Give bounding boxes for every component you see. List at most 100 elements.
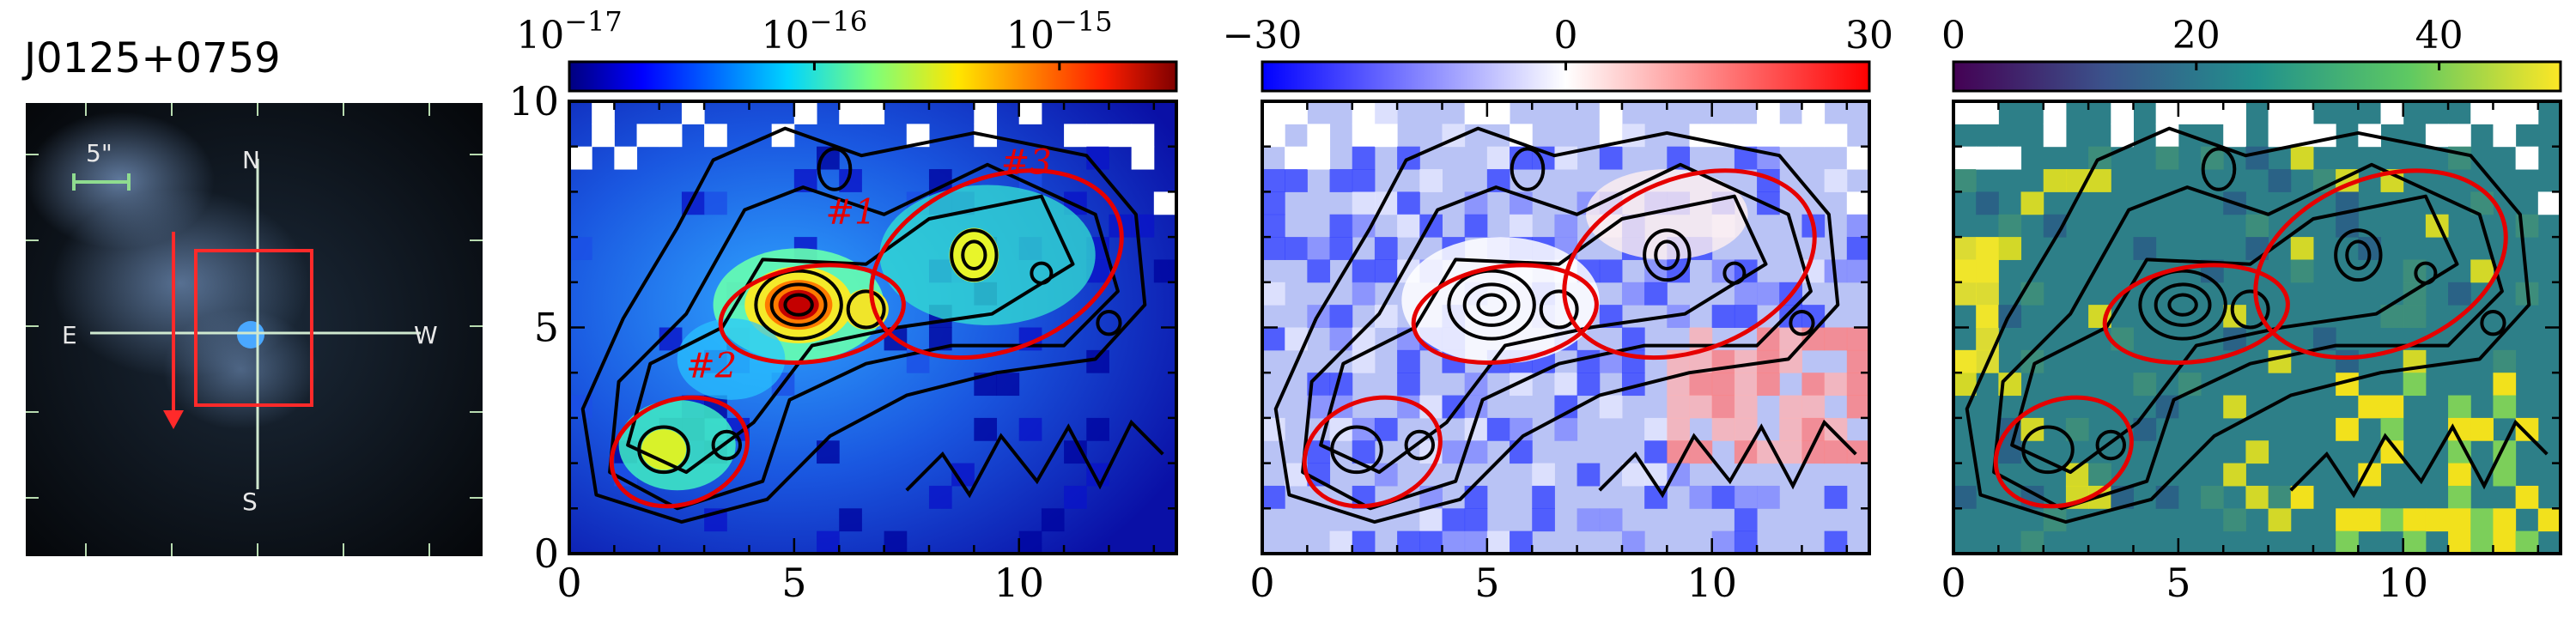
contour-peak <box>2167 293 2198 317</box>
map-pixel <box>1352 146 1376 170</box>
map-pixel <box>1998 440 2022 464</box>
map-pixel <box>1711 417 1735 441</box>
map-pixel <box>2403 373 2427 397</box>
aperture-ellipse <box>1562 168 1817 360</box>
map-pixel <box>1374 237 1398 260</box>
map-pixel <box>1262 282 1285 306</box>
map-pixel <box>1846 327 1870 351</box>
map-pixel <box>1532 463 1555 487</box>
map-pixel <box>2537 191 2561 215</box>
map-pixel <box>2403 305 2427 328</box>
map-pixel <box>1953 101 1977 124</box>
aperture-ellipse <box>2102 263 2290 365</box>
map-pixel <box>2178 101 2202 124</box>
map-pixel <box>2515 101 2539 124</box>
contour-peak <box>2230 289 2270 330</box>
map-pixel <box>1757 101 1780 124</box>
aperture-ellipse <box>1302 395 1443 509</box>
map-pixel <box>1711 395 1735 419</box>
map-pixel <box>1486 101 1510 124</box>
map-pixel <box>771 124 795 148</box>
map-pixel <box>1824 417 1848 441</box>
map-pixel <box>2403 530 2427 554</box>
map-pixel <box>1644 440 1668 464</box>
emission-blob <box>949 227 999 282</box>
scale-bar-label: 5" <box>86 139 112 167</box>
map-pixel <box>1953 282 1977 306</box>
map-pixel <box>1953 485 1977 509</box>
map-pixel <box>1621 124 1645 148</box>
map-pixel <box>2290 259 2314 283</box>
x-tick-label: 0 <box>1249 560 1274 606</box>
contour-line <box>1273 126 1840 524</box>
colorbar-tick-label: 10−17 <box>516 5 623 58</box>
map-pixel <box>1577 508 1601 532</box>
colorbar-dispersion <box>1952 60 2562 93</box>
map-pixel <box>2223 124 2246 148</box>
map-pixel <box>1644 417 1668 441</box>
map-pixel <box>1532 508 1555 532</box>
aperture-ellipse <box>2253 168 2508 360</box>
contour-peak <box>637 425 690 475</box>
map-pixel <box>2336 349 2359 373</box>
map-pixel <box>1976 305 1999 328</box>
map-pixel <box>1953 169 1977 192</box>
region-label: #2 <box>686 346 737 385</box>
map-pixel <box>1397 373 1420 397</box>
map-pixel <box>2380 395 2404 419</box>
contour-line <box>1598 419 1857 499</box>
contour-line <box>905 419 1164 499</box>
map-pixel <box>1262 191 1285 215</box>
map-pixel <box>1599 146 1623 170</box>
map-pixel <box>1621 282 1645 306</box>
contour-peak <box>1404 429 1436 461</box>
map-pixel <box>1285 101 1308 124</box>
x-tick-label: 5 <box>781 560 806 606</box>
map-pixel <box>928 485 952 509</box>
map-pixel <box>1307 124 1331 148</box>
sdss-frame-ticks <box>26 103 483 556</box>
map-pixel <box>1554 373 1578 397</box>
map-pixel <box>2403 508 2427 532</box>
map-pixel <box>1757 282 1780 306</box>
map-pixel <box>1846 440 1870 464</box>
map-pixel <box>1779 395 1802 419</box>
map-pixel <box>1510 214 1533 238</box>
map-pixel <box>1262 237 1285 260</box>
contour-line <box>2289 419 2549 499</box>
map-pixel <box>1711 485 1735 509</box>
map-pixel <box>1018 530 1042 554</box>
map-pixel <box>1734 282 1758 306</box>
map-pixel <box>2515 417 2539 441</box>
map-pixel <box>1599 395 1623 419</box>
colorbar-tick-label: 10−16 <box>762 5 868 58</box>
contour-line <box>608 162 1120 511</box>
map-pixel <box>1599 508 1623 532</box>
map-pixel <box>704 124 727 148</box>
map-pixel <box>1374 124 1398 148</box>
map-pixel <box>2290 237 2314 260</box>
map-pixel <box>1998 237 2022 260</box>
map-pixel <box>1953 237 1977 260</box>
map-pixel <box>2133 373 2157 397</box>
map-pixel <box>1109 124 1133 148</box>
map-pixel <box>1397 191 1420 215</box>
contour-line <box>1301 162 1813 511</box>
map-pixel <box>1352 169 1376 192</box>
contour-line <box>1992 162 2504 511</box>
map-pixel <box>1532 485 1555 509</box>
map-pixel <box>1953 146 1977 170</box>
map-pixel <box>1976 259 1999 283</box>
map-pixel <box>1846 395 1870 419</box>
map-pixel <box>2043 124 2067 148</box>
map-pixel <box>1846 349 1870 373</box>
map-pixel <box>1554 214 1578 238</box>
map-pixel <box>1329 305 1353 328</box>
map-pixel <box>2201 485 2224 509</box>
map-pixel <box>2290 146 2314 170</box>
map-pixel <box>1711 373 1735 397</box>
map-pixel <box>1374 259 1398 283</box>
map-pixel <box>1711 530 1735 554</box>
map-pixel <box>1577 373 1601 397</box>
map-pixel <box>1779 124 1802 148</box>
